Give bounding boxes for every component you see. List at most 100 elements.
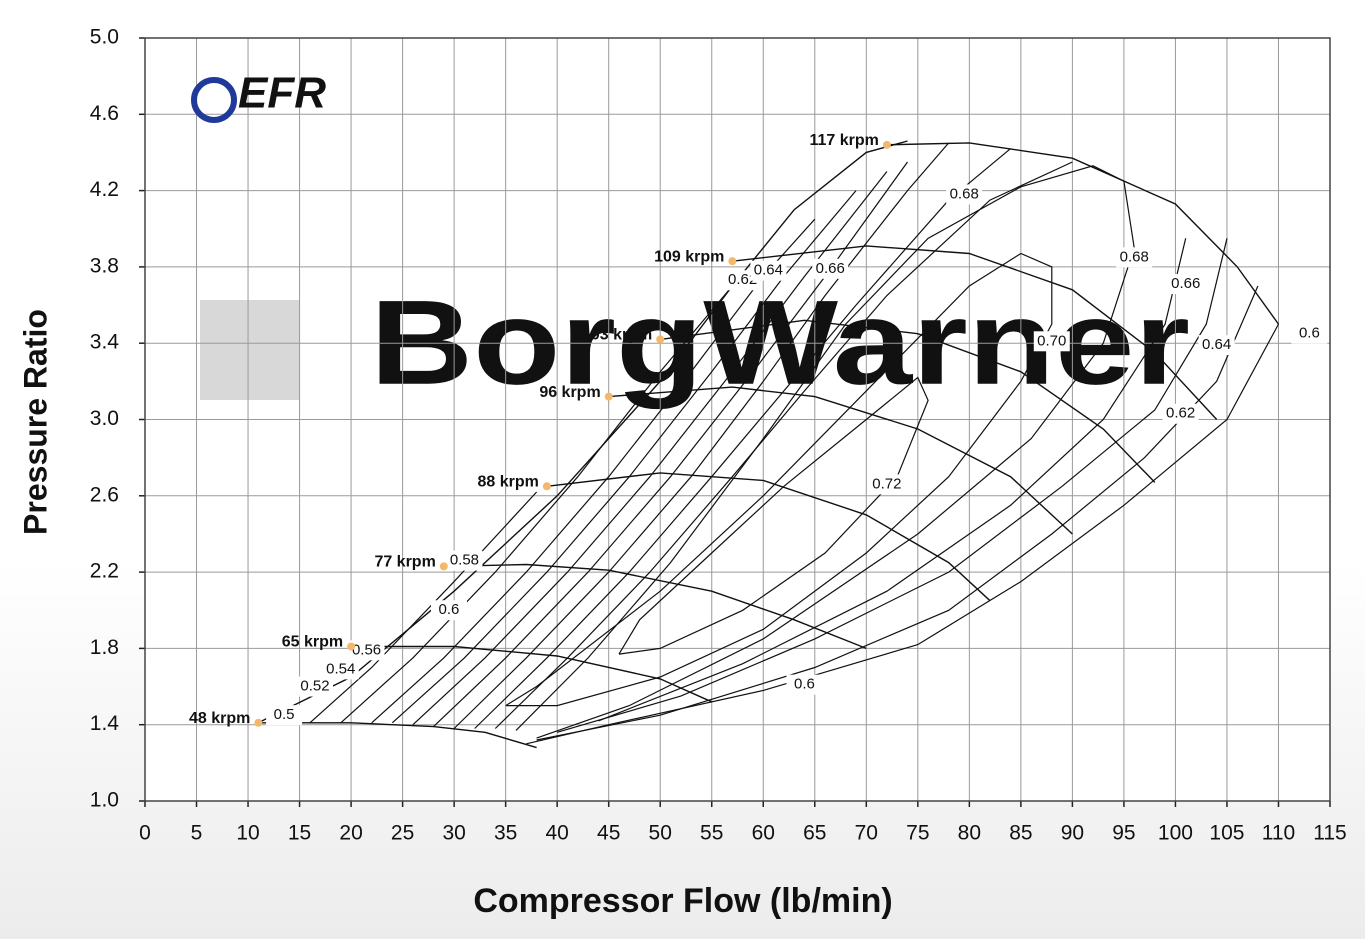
y-tick-label: 1.0 [90,789,119,812]
y-tick-label: 5.0 [90,26,119,49]
x-tick-label: 5 [191,822,203,845]
efficiency-label-bg [1162,403,1199,424]
speed-label: 109 krpm [654,248,724,265]
efficiency-label: 0.6 [1299,325,1320,342]
x-tick-label: 110 [1262,822,1295,845]
efficiency-contour [412,171,888,726]
efficiency-label: 0.52 [300,678,329,695]
speed-marker [439,562,448,571]
x-tick-label: 50 [649,822,672,845]
speed-line [546,472,991,602]
efficiency-label-bg [786,674,823,695]
efficiency-label-bg [322,659,359,680]
efficiency-label: 0.58 [450,552,479,569]
speed-label: 48 krpm [189,710,250,727]
efficiency-label-bg [446,550,483,571]
y-tick-label: 1.8 [90,636,119,659]
efficiency-label-bg [1167,274,1204,295]
y-tick-label: 2.2 [90,560,119,583]
speed-label: 103 krpm [582,327,652,344]
efficiency-contour [505,252,1053,707]
y-tick-label: 3.0 [90,407,119,430]
efficiency-label-bg [868,474,905,495]
x-tick-label: 0 [139,822,151,845]
efficiency-label: 0.56 [352,641,381,658]
speed-line [258,722,537,749]
speed-marker [656,335,665,344]
y-tick-label: 4.2 [90,178,119,201]
efficiency-label-bg [297,676,334,697]
efficiency-contour [340,285,733,724]
x-tick-label: 30 [442,822,465,845]
y-tick-label: 3.8 [90,254,119,277]
efficiency-label-bg [812,258,849,279]
efficiency-contour [515,165,1135,739]
plot-frame [144,37,1331,802]
efficiency-label-bg [1033,331,1070,352]
efficiency-label-bg [1116,247,1153,268]
x-tick-label: 100 [1158,822,1193,845]
logo-icon [191,77,237,123]
speed-marker [604,392,613,401]
efficiency-label: 0.6 [794,676,815,693]
labels-group: 0.50.520.540.560.580.60.60.60.620.620.64… [189,132,1328,727]
x-tick-label: 85 [1009,822,1032,845]
surge-line [257,140,908,724]
efficiency-label: 0.62 [728,271,757,288]
x-tick-label: 45 [597,822,620,845]
efficiency-label: 0.72 [872,475,901,492]
efficiency-label: 0.64 [754,262,783,279]
y-tick-label: 1.4 [90,712,120,735]
x-tick-label: 80 [958,822,981,845]
efficiency-label-bg [1291,323,1328,344]
speed-label: 88 krpm [477,473,538,490]
efficiency-label-bg [266,705,303,726]
speed-line [660,319,1156,483]
grid-group: 0 5 10 15 20 25 30 35 40 45 50 55 60 65 70 75 80 85 90 95 10… [90,26,1347,845]
x-tick-label: 40 [545,822,568,845]
x-axis-label: Compressor Flow (lb/min) [473,882,892,920]
x-tick-label: 75 [906,822,929,845]
efficiency-label-bg [430,600,467,621]
logo-text: EFR [238,69,326,118]
x-tick-label: 35 [494,822,517,845]
efficiency-label: 0.66 [816,260,845,277]
efficiency-label: 0.68 [1120,248,1149,265]
logo: EFR [191,69,326,123]
x-tick-label: 95 [1112,822,1135,845]
y-tick-label: 3.4 [90,331,120,354]
efficiency-label-bg [946,184,983,205]
efficiency-label: 0.5 [274,706,295,723]
x-tick-label: 90 [1061,822,1084,845]
y-tick-label: 2.6 [90,483,119,506]
efficiency-label-bg [1198,335,1235,356]
efficiency-label-bg [348,640,385,661]
x-tick-label: 25 [391,822,414,845]
x-tick-label: 70 [855,822,878,845]
efficiency-label-bg [750,260,787,281]
x-tick-label: 10 [236,822,259,845]
speed-marker [728,257,737,266]
speed-label: 117 krpm [810,132,879,149]
efficiency-label: 0.66 [1171,275,1200,292]
efficiency-label: 0.70 [1037,332,1066,349]
x-tick-label: 65 [803,822,826,845]
efficiency-contour [309,491,538,724]
y-axis-label: Pressure Ratio [17,309,53,535]
x-tick-label: 15 [288,822,311,845]
speed-line [732,245,1218,420]
x-tick-label: 115 [1313,822,1346,845]
speed-marker [542,482,551,491]
speed-marker [347,642,356,651]
speed-line [608,386,1073,535]
speed-label: 96 krpm [539,384,600,401]
speed-label: 77 krpm [374,554,435,571]
efficiency-label: 0.54 [326,660,355,677]
speed-label: 65 krpm [282,634,343,651]
efficiency-contour [474,148,1228,733]
x-tick-label: 55 [700,822,723,845]
efficiency-contour [453,142,1259,741]
x-tick-label: 105 [1209,822,1244,845]
